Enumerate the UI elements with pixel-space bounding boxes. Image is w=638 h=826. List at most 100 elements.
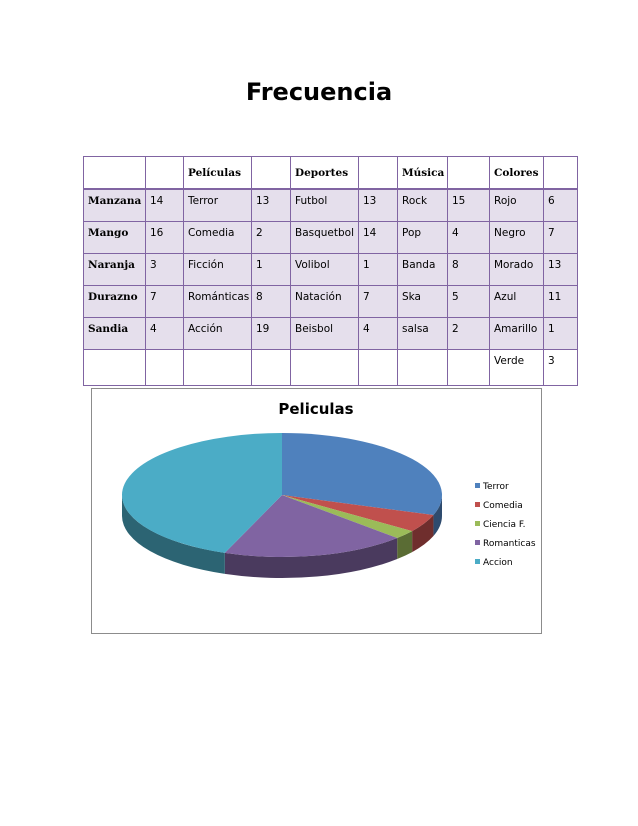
table-row: Naranja 3 Ficción 1 Volibol 1 Banda 8 Morado 13 bbox=[83, 252, 578, 286]
table-row: Manzana 14 Terror 13 Futbol 13 Rock 15 Rojo 6 bbox=[83, 188, 578, 222]
legend-item: Terror bbox=[475, 482, 509, 492]
table-header-cell bbox=[145, 156, 184, 190]
table-cell: 11 bbox=[543, 284, 578, 318]
table-cell: 7 bbox=[358, 284, 398, 318]
pie-slice-romanticas bbox=[224, 495, 398, 557]
table-cell: 13 bbox=[358, 188, 398, 222]
pie-chart-canvas: Peliculas Terror Comedia Ciencia F. Romantic… bbox=[122, 400, 536, 578]
table-cell: Futbol bbox=[290, 188, 359, 222]
pie-slice-side-comedia bbox=[412, 515, 434, 553]
legend-swatch bbox=[475, 502, 480, 507]
legend-swatch bbox=[475, 483, 480, 488]
page-title: Frecuencia bbox=[245, 78, 393, 106]
pie-chart: Peliculas Terror Comedia Ciencia F. Romantic… bbox=[91, 388, 542, 634]
legend-item: Romanticas bbox=[475, 539, 536, 549]
chart-legend: Terror Comedia Ciencia F. Romanticas Accion bbox=[475, 482, 536, 568]
table-header-cell: Música bbox=[397, 156, 448, 190]
table-header-cell bbox=[543, 156, 578, 190]
legend-swatch bbox=[475, 559, 480, 564]
table-cell: 1 bbox=[358, 252, 398, 286]
legend-label: Terror bbox=[482, 482, 509, 492]
table-header-cell bbox=[447, 156, 490, 190]
legend-label: Ciencia F. bbox=[483, 520, 525, 530]
table-cell: 8 bbox=[251, 284, 291, 318]
table-cell bbox=[183, 348, 252, 386]
table-row-header: Naranja bbox=[83, 252, 146, 286]
legend-item: Ciencia F. bbox=[475, 520, 525, 530]
table-cell: Comedia bbox=[183, 220, 252, 254]
table-cell: Basquetbol bbox=[290, 220, 359, 254]
table-cell: Pop bbox=[397, 220, 448, 254]
table-row-header: Sandia bbox=[83, 316, 146, 350]
table-row-header: Manzana bbox=[83, 188, 146, 222]
table-cell: Azul bbox=[489, 284, 544, 318]
table-cell bbox=[447, 348, 490, 386]
pie-slice-terror bbox=[282, 433, 442, 516]
table-cell: Ska bbox=[397, 284, 448, 318]
table-cell: 13 bbox=[543, 252, 578, 286]
table-row: Durazno 7 Románticas 8 Natación 7 Ska 5 Azul 11 bbox=[83, 284, 578, 318]
table-cell: salsa bbox=[397, 316, 448, 350]
pie-slice-side-terror bbox=[433, 495, 442, 537]
table-cell: Volibol bbox=[290, 252, 359, 286]
table-row-header: Mango bbox=[83, 220, 146, 254]
table-cell: 19 bbox=[251, 316, 291, 350]
legend-label: Accion bbox=[483, 558, 513, 568]
table-cell: 6 bbox=[543, 188, 578, 222]
table-cell: 4 bbox=[145, 316, 184, 350]
table-cell: 2 bbox=[251, 220, 291, 254]
table-row: Sandia 4 Acción 19 Beisbol 4 salsa 2 Amarillo 1 bbox=[83, 316, 578, 350]
table-cell: 1 bbox=[543, 316, 578, 350]
table-cell: Natación bbox=[290, 284, 359, 318]
table-row: Verde 3 bbox=[83, 348, 578, 386]
table-row: Mango 16 Comedia 2 Basquetbol 14 Pop 4 Negro 7 bbox=[83, 220, 578, 254]
table-header-row: Películas Deportes Música Colores bbox=[83, 156, 578, 190]
table-cell: 5 bbox=[447, 284, 490, 318]
table-cell: Verde bbox=[489, 348, 544, 386]
table-cell: Banda bbox=[397, 252, 448, 286]
table-cell: 15 bbox=[447, 188, 490, 222]
table-cell: Negro bbox=[489, 220, 544, 254]
table-header-cell: Colores bbox=[489, 156, 544, 190]
table-cell: Ficción bbox=[183, 252, 252, 286]
table-cell: Rojo bbox=[489, 188, 544, 222]
table-cell: Rock bbox=[397, 188, 448, 222]
table-cell: Amarillo bbox=[489, 316, 544, 350]
table-cell: 3 bbox=[145, 252, 184, 286]
table-cell: 1 bbox=[251, 252, 291, 286]
table-cell: Beisbol bbox=[290, 316, 359, 350]
table-cell: 7 bbox=[145, 284, 184, 318]
table-row-header bbox=[83, 348, 146, 386]
table-cell bbox=[251, 348, 291, 386]
legend-label: Comedia bbox=[483, 501, 523, 511]
legend-label: Romanticas bbox=[483, 539, 536, 549]
table-cell bbox=[397, 348, 448, 386]
pie-sides bbox=[122, 495, 442, 578]
table-header-cell: Deportes bbox=[290, 156, 359, 190]
chart-title: Peliculas bbox=[278, 400, 353, 418]
pie-slice-side-romanticas bbox=[224, 538, 398, 578]
table-cell bbox=[290, 348, 359, 386]
table-cell: 4 bbox=[447, 220, 490, 254]
legend-swatch bbox=[475, 540, 480, 545]
table-cell bbox=[358, 348, 398, 386]
table-header-cell bbox=[358, 156, 398, 190]
table-cell: 8 bbox=[447, 252, 490, 286]
table-cell: Terror bbox=[183, 188, 252, 222]
pie-slice-comedia bbox=[282, 495, 434, 532]
table-cell bbox=[145, 348, 184, 386]
table-header-cell bbox=[83, 156, 146, 190]
table-cell: 14 bbox=[145, 188, 184, 222]
table-cell: Acción bbox=[183, 316, 252, 350]
pie-slices bbox=[122, 433, 442, 557]
table-cell: 4 bbox=[358, 316, 398, 350]
table-header-cell: Películas bbox=[183, 156, 252, 190]
table-cell: Morado bbox=[489, 252, 544, 286]
table-cell: 16 bbox=[145, 220, 184, 254]
legend-swatch bbox=[475, 521, 480, 526]
legend-item: Comedia bbox=[475, 501, 523, 511]
pie-slice-side-ciencia-f- bbox=[397, 531, 413, 560]
table-cell: 2 bbox=[447, 316, 490, 350]
table-cell: 14 bbox=[358, 220, 398, 254]
pie-slice-side-accion bbox=[122, 495, 225, 574]
